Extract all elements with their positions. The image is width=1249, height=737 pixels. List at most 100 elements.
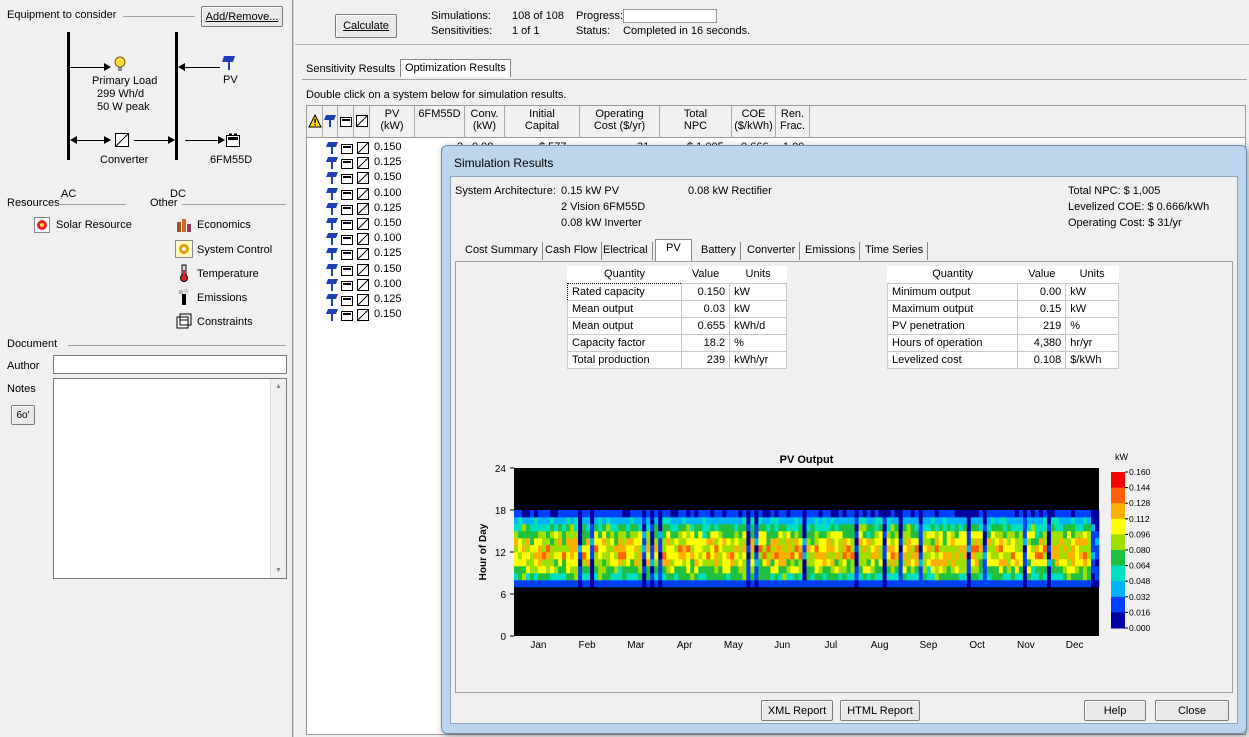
result-row[interactable]: 0.150 — [307, 262, 457, 278]
heatmap-cell — [978, 538, 984, 546]
heatmap-cell — [606, 531, 611, 539]
table-row[interactable]: Total production 239 kWh/yr — [566, 350, 787, 369]
result-row[interactable]: 0.125 — [307, 246, 457, 262]
heatmap-cell — [694, 531, 699, 539]
heatmap-cell — [610, 580, 615, 588]
npc-col-header[interactable]: Total NPC — [660, 106, 732, 138]
heatmap-cell — [538, 531, 543, 539]
heatmap-cell — [754, 517, 759, 525]
heatmap-cell — [942, 517, 948, 525]
heatmap-cell — [558, 524, 563, 532]
tab-cost-summary[interactable]: Cost Summary — [461, 242, 543, 260]
tab-cash-flow[interactable]: Cash Flow — [541, 242, 602, 260]
table-row[interactable]: Mean output 0.655 kWh/d — [566, 316, 787, 335]
result-row[interactable]: 0.150 — [307, 140, 457, 156]
table-row[interactable]: Hours of operation 4,380 hr/yr — [886, 333, 1119, 352]
result-row[interactable]: 0.125 — [307, 292, 457, 308]
temperature-item[interactable]: Temperature — [175, 264, 285, 284]
heatmap-cell — [910, 552, 915, 560]
heatmap-cell — [742, 524, 747, 532]
scroll-up-icon[interactable]: ▲ — [275, 383, 282, 390]
add-remove-button[interactable]: Add/Remove... — [201, 6, 283, 27]
conv-col-header[interactable]: Conv. (kW) — [465, 106, 505, 138]
table-row[interactable]: Levelized cost 0.108 $/kWh — [886, 350, 1119, 369]
tab-electrical[interactable]: Electrical — [599, 242, 653, 260]
result-row[interactable]: 0.125 — [307, 155, 457, 171]
heatmap-cell — [1086, 510, 1092, 518]
heatmap-cell — [526, 524, 531, 532]
html-report-button[interactable]: HTML Report — [840, 700, 920, 721]
heatmap-cell — [598, 524, 603, 532]
ren-col-header[interactable]: Ren. Frac. — [776, 106, 810, 138]
heatmap-cell — [1078, 510, 1084, 518]
close-button[interactable]: Close — [1155, 700, 1229, 721]
result-row[interactable]: 0.125 — [307, 201, 457, 217]
heatmap-cell — [922, 566, 928, 574]
heatmap-cell — [566, 545, 571, 553]
battery-col-header[interactable]: 6FM55D — [415, 106, 465, 138]
emissions-item[interactable]: Emissions — [175, 288, 285, 308]
heatmap-cell — [706, 524, 711, 532]
heatmap-cell — [666, 580, 671, 588]
heatmap-cell — [774, 545, 779, 553]
tab-optimization-results[interactable]: Optimization Results — [400, 59, 511, 77]
scroll-down-icon[interactable]: ▼ — [275, 567, 282, 574]
pv-col-header[interactable]: PV (kW) — [370, 106, 415, 138]
result-row[interactable]: 0.100 — [307, 277, 457, 293]
notes-scrollbar[interactable]: ▲ ▼ — [270, 379, 286, 578]
result-row[interactable]: 0.150 — [307, 307, 457, 323]
table-row[interactable]: PV penetration 219% — [886, 316, 1119, 335]
coe-col-header[interactable]: COE ($/kWh) — [732, 106, 776, 138]
result-row[interactable]: 0.150 — [307, 170, 457, 186]
heatmap-cell — [602, 566, 607, 574]
author-input[interactable] — [53, 355, 287, 374]
heatmap-cell — [610, 552, 615, 560]
heatmap-cell — [1030, 517, 1036, 525]
tab-converter[interactable]: Converter — [743, 242, 801, 260]
constraints-item[interactable]: Constraints — [175, 312, 285, 332]
heatmap-cell — [582, 517, 587, 525]
tab-sensitivity-results[interactable]: Sensitivity Results — [306, 63, 396, 75]
heatmap-cell — [542, 545, 547, 553]
result-row[interactable]: 0.100 — [307, 231, 457, 247]
tab-battery[interactable]: Battery — [697, 242, 741, 260]
heatmap-cell — [986, 580, 992, 588]
heatmap-cell — [1082, 559, 1088, 567]
table-row[interactable]: Maximum output 0.15 kW — [886, 299, 1119, 318]
pv-col-unit: (kW) — [380, 120, 404, 132]
solar-resource-item[interactable]: Solar Resource — [34, 216, 144, 236]
spectacles-button[interactable]: 6o' — [11, 405, 35, 425]
heatmap-cell — [874, 510, 879, 518]
tab-emissions[interactable]: Emissions — [801, 242, 861, 260]
tab-time-series[interactable]: Time Series — [861, 242, 929, 260]
table-row[interactable]: Capacity factor 18.2% — [566, 333, 787, 352]
result-row[interactable]: 0.150 — [307, 216, 457, 232]
tab-pv[interactable]: PV — [655, 239, 692, 261]
heatmap-cell — [1038, 552, 1044, 560]
splitter[interactable] — [292, 0, 295, 737]
table-row[interactable]: Mean output 0.03 kW — [566, 299, 787, 318]
economics-item[interactable]: Economics — [175, 216, 285, 236]
heatmap-cell — [1094, 524, 1100, 532]
heatmap-cell — [690, 559, 695, 567]
capital-col-header[interactable]: Initial Capital — [505, 106, 580, 138]
result-row[interactable]: 0.100 — [307, 186, 457, 202]
table-row[interactable]: Minimum output 0.00 kW — [886, 282, 1119, 301]
progress-label: Progress: — [576, 10, 624, 22]
xml-report-button[interactable]: XML Report — [761, 700, 833, 721]
heatmap-cell — [678, 580, 683, 588]
help-button[interactable]: Help — [1084, 700, 1146, 721]
heatmap-cell — [650, 510, 655, 518]
heatmap-cell — [870, 573, 875, 581]
table-row[interactable]: Rated capacity 0.150 kW — [566, 282, 787, 301]
system-control-item[interactable]: System Control — [175, 240, 285, 260]
heatmap-cell — [962, 552, 968, 560]
notes-textarea[interactable]: ▲ ▼ — [53, 378, 287, 579]
calculate-button[interactable]: Calculate — [335, 14, 397, 38]
heatmap-cell — [874, 573, 879, 581]
opcost-col-header[interactable]: Operating Cost ($/yr) — [580, 106, 660, 138]
heatmap-cell — [1038, 510, 1044, 518]
heatmap-cell — [970, 524, 976, 532]
results-hint: Double click on a system below for simul… — [306, 89, 567, 101]
heatmap-cell — [794, 559, 799, 567]
